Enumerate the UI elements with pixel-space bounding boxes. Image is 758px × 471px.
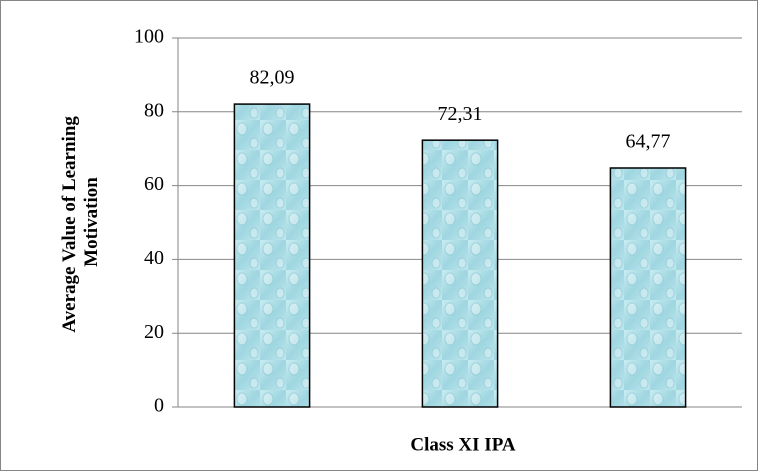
y-tick-label: 80 [144, 99, 164, 121]
data-label: 82,09 [250, 67, 295, 89]
data-label: 72,31 [438, 103, 483, 125]
bar [609, 167, 687, 408]
y-axis-label-line: Average Value of Learning [59, 116, 80, 333]
y-tick-label: 60 [144, 173, 164, 195]
y-axis-label-line: Motivation [81, 177, 102, 267]
y-tick-label: 20 [144, 321, 164, 343]
y-tick-label: 100 [134, 26, 164, 48]
x-axis-label: Class XI IPA [410, 434, 515, 455]
bar [421, 139, 499, 408]
bar [233, 103, 311, 408]
y-tick-label: 40 [144, 247, 164, 269]
y-tick-label: 0 [154, 395, 164, 417]
data-label: 64,77 [626, 131, 671, 153]
y-axis-label: Average Value of Learning Motivation [59, 111, 102, 332]
